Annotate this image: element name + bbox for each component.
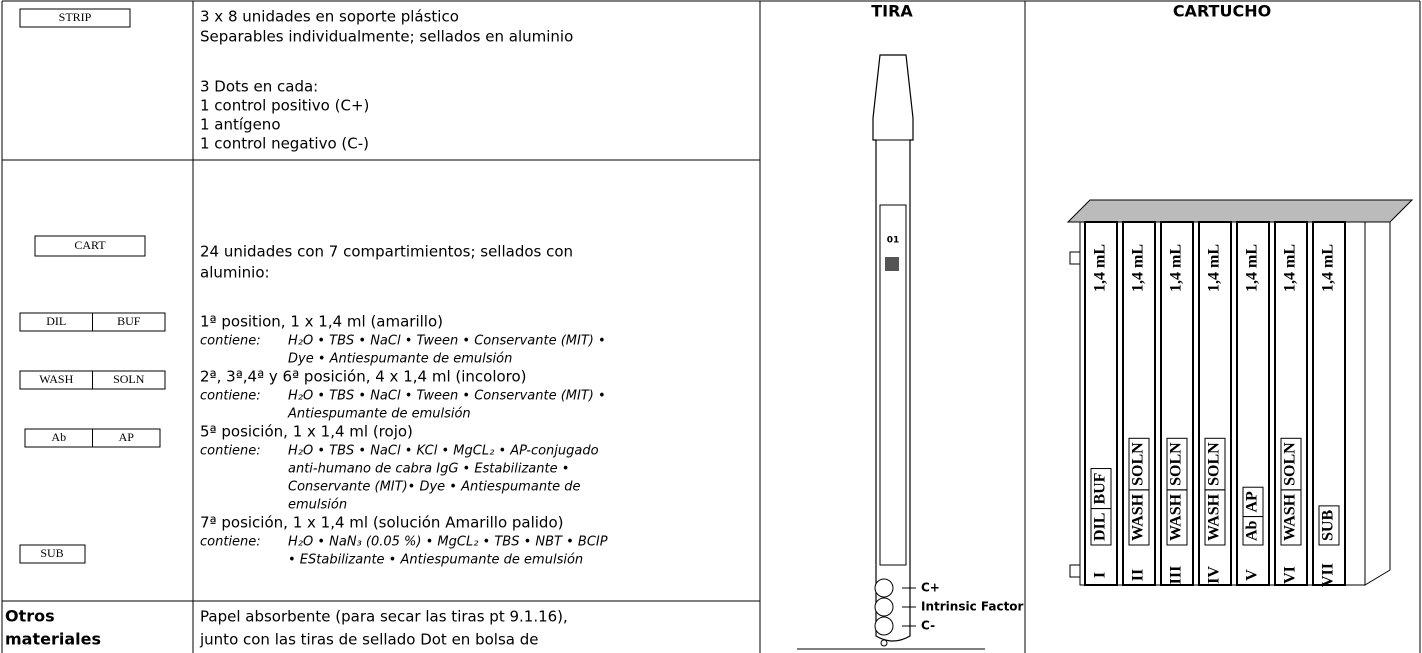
reagent-code: SOLN	[113, 372, 145, 386]
compartment-numeral: VII	[1320, 563, 1337, 587]
volume-label: 1,4 mL	[1244, 244, 1261, 292]
position-heading: 2ª, 3ª,4ª y 6ª posición, 4 x 1,4 ml (inc…	[200, 368, 527, 386]
row-label: materiales	[5, 630, 101, 649]
compartment-numeral: III	[1168, 566, 1185, 585]
contents-line: Antiespumante de emulsión	[287, 407, 471, 422]
contents-line: • EStabilizante • Antiespumante de emuls…	[288, 553, 583, 568]
compartment-label: AP	[1244, 491, 1261, 513]
dot-label: C+	[921, 581, 940, 595]
contents-line: Conservante (MIT)• Dye • Antiespumante d…	[288, 480, 581, 495]
compartment-label: SOLN	[1282, 442, 1299, 486]
compartment	[1274, 221, 1308, 586]
volume-label: 1,4 mL	[1320, 244, 1337, 292]
compartment-label: SOLN	[1206, 442, 1223, 486]
compartment-label: SUB	[1320, 510, 1337, 541]
reagent-code: DIL	[46, 314, 66, 328]
compartment-numeral: VI	[1282, 566, 1299, 584]
contains-label: contiene:	[200, 444, 261, 459]
cartridge-drawing	[1066, 199, 1414, 586]
volume-label: 1,4 mL	[1092, 244, 1109, 292]
compartment-numeral: IV	[1206, 566, 1223, 584]
position-heading: 1ª position, 1 x 1,4 ml (amarillo)	[200, 313, 443, 331]
description-line: 3 x 8 unidades en soporte plástico	[200, 8, 459, 26]
compartment-numeral: I	[1092, 572, 1109, 578]
compartment	[1160, 221, 1194, 586]
reagent-code: SUB	[40, 546, 63, 560]
description-line: 24 unidades con 7 compartimientos; sella…	[200, 243, 573, 261]
compartment-label: WASH	[1130, 493, 1147, 541]
position-heading: 5ª posición, 1 x 1,4 ml (rojo)	[200, 423, 413, 441]
contains-label: contiene:	[200, 389, 261, 404]
volume-label: 1,4 mL	[1206, 244, 1223, 292]
label-box	[34, 235, 146, 257]
reagent-code: Ab	[51, 430, 66, 444]
dot-label: C-	[921, 619, 935, 633]
label-box	[19, 544, 86, 564]
contains-label: contiene:	[200, 334, 261, 349]
compartment-label: WASH	[1206, 493, 1223, 541]
description-line: 1 control negativo (C-)	[200, 135, 369, 153]
reagent-code: STRIP	[59, 10, 92, 24]
reagent-code: AP	[119, 430, 135, 444]
description-line: Papel absorbente (para secar las tiras p…	[200, 608, 568, 626]
contents-line: anti-humano de cabra IgG • Estabilizante…	[288, 462, 569, 477]
column-title: TIRA	[871, 2, 913, 21]
compartment	[1198, 221, 1232, 586]
contents-line: H₂O • TBS • NaCl • Tween • Conservante (…	[288, 389, 606, 404]
contents-line: H₂O • TBS • NaCl • Tween • Conservante (…	[288, 334, 606, 349]
label-box	[1166, 437, 1188, 491]
label-box	[1242, 486, 1264, 518]
contents-line: H₂O • NaN₃ (0.05 %) • MgCL₂ • TBS • NBT …	[288, 535, 608, 550]
compartment-label: WASH	[1282, 493, 1299, 541]
description-line: junto con las tiras de sellado Dot en bo…	[199, 631, 538, 649]
label-box	[19, 8, 131, 28]
contents-line: H₂O • TBS • NaCl • KCl • MgCL₂ • AP-conj…	[288, 444, 599, 459]
row-label: Otros	[5, 607, 55, 626]
compartment-label: DIL	[1092, 513, 1109, 541]
contents-line: emulsión	[288, 498, 347, 513]
compartment-numeral: II	[1130, 569, 1147, 581]
compartment	[1122, 221, 1156, 586]
description-line: 1 antígeno	[200, 116, 281, 134]
description-line: aluminio:	[200, 264, 270, 282]
compartment-label: Ab	[1244, 520, 1261, 541]
volume-label: 1,4 mL	[1168, 244, 1185, 292]
compartment-label: WASH	[1168, 493, 1185, 541]
compartment-label: SOLN	[1168, 442, 1185, 486]
compartment-label: SOLN	[1130, 442, 1147, 486]
volume-label: 1,4 mL	[1130, 244, 1147, 292]
compartment-numeral: V	[1244, 569, 1261, 581]
description-line: 3 Dots en cada:	[200, 78, 318, 96]
position-heading: 7ª posición, 1 x 1,4 ml (solución Amaril…	[200, 514, 564, 532]
compartment	[1236, 221, 1270, 586]
strip-drawing	[797, 54, 985, 650]
compartment-label: BUF	[1092, 472, 1109, 504]
column-title: CARTUCHO	[1173, 2, 1271, 21]
dot-label: Intrinsic Factor	[921, 600, 1024, 614]
description-line: 1 control positivo (C+)	[200, 97, 369, 115]
label-box	[1128, 437, 1150, 491]
label-box	[1090, 468, 1112, 510]
contains-label: contiene:	[200, 535, 261, 550]
contents-line: Dye • Antiespumante de emulsión	[288, 352, 512, 367]
reagent-code: WASH	[39, 372, 73, 386]
reagent-code: CART	[74, 238, 106, 252]
label-box	[1280, 437, 1302, 491]
compartment	[1312, 221, 1346, 586]
label-box	[1318, 505, 1340, 546]
reagent-code: BUF	[117, 314, 141, 328]
compartment	[1084, 221, 1118, 586]
volume-label: 1,4 mL	[1282, 244, 1299, 292]
strip-number: 01	[887, 236, 900, 246]
description-line: Separables individualmente; sellados en …	[200, 28, 573, 46]
label-box	[1204, 437, 1226, 491]
